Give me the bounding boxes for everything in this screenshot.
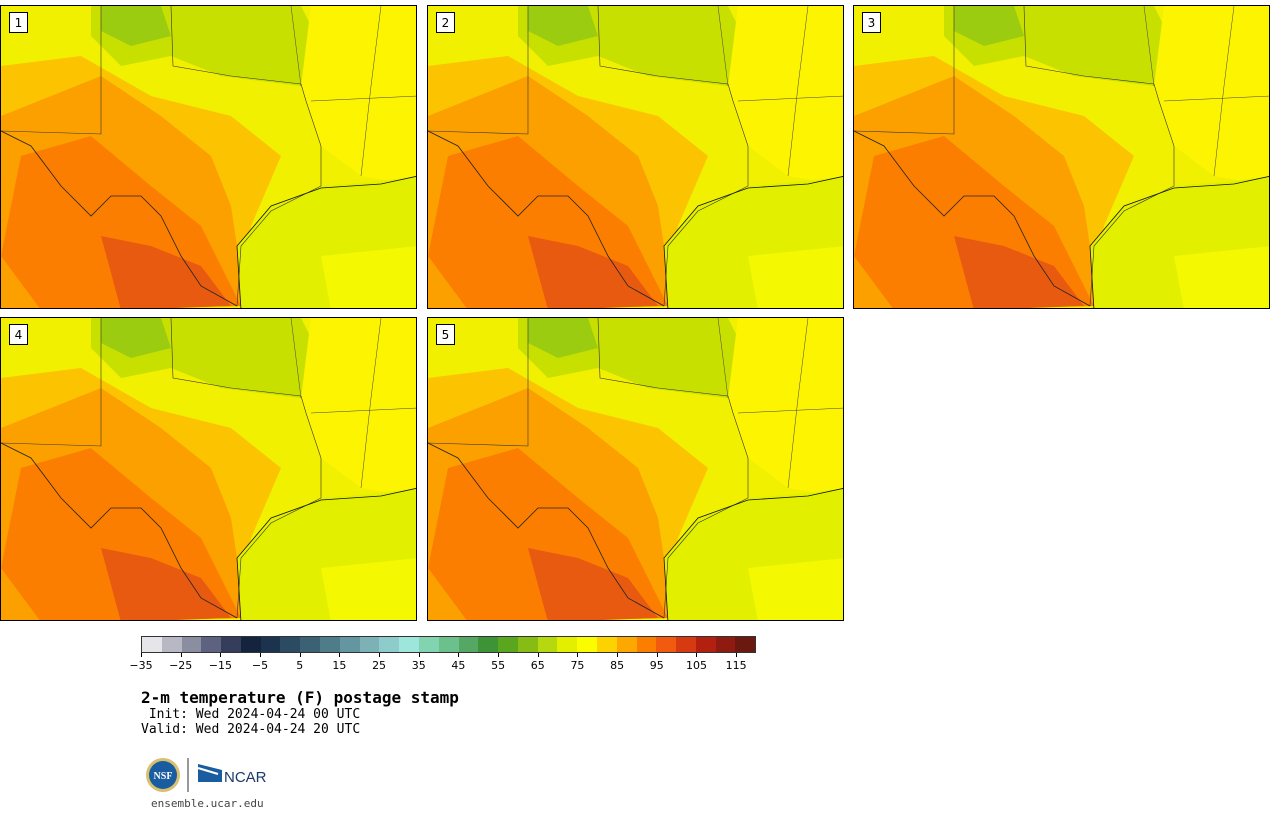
colorbar-tick (656, 653, 658, 657)
colorbar-tick (696, 653, 698, 657)
colorbar-tick (339, 653, 341, 657)
colorbar-tick (180, 653, 182, 657)
colorbar-tick-label: 55 (491, 659, 506, 672)
colorbar-tick (458, 653, 460, 657)
ensemble-panel-1: 1 (0, 5, 417, 309)
colorbar-swatch (339, 637, 360, 652)
panel-label-5: 5 (436, 324, 455, 345)
colorbar-swatch (221, 637, 241, 652)
colorbar-tick-label: 35 (411, 659, 426, 672)
colorbar-swatch (320, 637, 340, 652)
colorbar-swatch (616, 637, 637, 652)
colorbar-tick-label: 95 (649, 659, 664, 672)
colorbar-swatch (181, 637, 202, 652)
colorbar-swatch (695, 637, 716, 652)
colorbar-swatch (240, 637, 261, 652)
ensemble-panel-4: 4 (0, 317, 417, 621)
colorbar-swatch (201, 637, 222, 652)
colorbar-swatch (498, 637, 518, 652)
colorbar-tick (577, 653, 579, 657)
colorbar-tick-label: 75 (570, 659, 585, 672)
colorbar-tick-label: 85 (610, 659, 625, 672)
colorbar-tick (537, 653, 539, 657)
colorbar-swatch (557, 637, 578, 652)
colorbar-tick-label: 15 (332, 659, 347, 672)
colorbar-tick (617, 653, 619, 657)
colorbar-tick-label: 5 (296, 659, 304, 672)
ensemble-panel-2: 2 (427, 5, 844, 309)
colorbar-swatch (399, 637, 419, 652)
temperature-map-3 (854, 6, 1269, 308)
panel-label-4: 4 (9, 324, 28, 345)
colorbar-tick-label: −15 (208, 659, 232, 672)
colorbar-tick (379, 653, 381, 657)
ensemble-panel-5: 5 (427, 317, 844, 621)
colorbar-swatch (280, 637, 301, 652)
colorbar-swatch (300, 637, 321, 652)
colorbar-tick (260, 653, 262, 657)
colorbar-tick-label: 65 (530, 659, 545, 672)
colorbar-tick-label: 115 (725, 659, 747, 672)
colorbar-swatch (260, 637, 281, 652)
colorbar-tick (299, 653, 301, 657)
colorbar-tick-label: −35 (129, 659, 153, 672)
ensemble-panel-3: 3 (853, 5, 1270, 309)
colorbar-swatch (438, 637, 459, 652)
colorbar-tick (418, 653, 420, 657)
colorbar-swatch (596, 637, 617, 652)
figure-title: 2-m temperature (F) postage stamp (141, 688, 459, 707)
init-time: Init: Wed 2024-04-24 00 UTC (141, 707, 361, 722)
colorbar-swatch (715, 637, 736, 652)
ncar-logo-text: NCAR (224, 769, 267, 786)
panel-label-2: 2 (436, 12, 455, 33)
colorbar-swatch (676, 637, 696, 652)
colorbar-swatch (142, 637, 162, 652)
colorbar-swatch (735, 637, 756, 652)
temperature-map-2 (428, 6, 843, 308)
colorbar-swatch (636, 637, 657, 652)
colorbar-tick-label: −25 (169, 659, 193, 672)
colorbar-swatch (656, 637, 677, 652)
colorbar-swatch (418, 637, 439, 652)
panel-label-1: 1 (9, 12, 28, 33)
temperature-map-4 (1, 318, 416, 620)
colorbar-tick-label: 45 (451, 659, 466, 672)
colorbar-swatch (517, 637, 538, 652)
sponsor-logos: NSF NCAR (144, 756, 274, 794)
colorbar-tick (220, 653, 222, 657)
nsf-ncar-logo: NSF NCAR (146, 758, 267, 792)
colorbar-swatch (359, 637, 380, 652)
colorbar-swatch (577, 637, 597, 652)
colorbar-swatch (478, 637, 499, 652)
colorbar-tick (736, 653, 738, 657)
colorbar-tick (498, 653, 500, 657)
valid-time: Valid: Wed 2024-04-24 20 UTC (141, 722, 361, 737)
colorbar-swatch (537, 637, 558, 652)
temperature-map-5 (428, 318, 843, 620)
panel-label-3: 3 (862, 12, 881, 33)
temperature-colorbar (141, 636, 756, 653)
colorbar-tick (141, 653, 142, 657)
colorbar-swatch (161, 637, 182, 652)
colorbar-ticks: −35 −25 −15 −5 5 15 25 35 45 55 65 75 85 95 105 115 (129, 653, 756, 673)
colorbar-tick-label: 25 (372, 659, 387, 672)
colorbar-swatch (458, 637, 479, 652)
website-url: ensemble.ucar.edu (151, 797, 264, 810)
temperature-map-1 (1, 6, 416, 308)
colorbar-tick-label: 105 (685, 659, 707, 672)
colorbar-tick-label: −5 (251, 659, 269, 672)
nsf-logo-text: NSF (154, 771, 173, 782)
colorbar-swatch (379, 637, 400, 652)
